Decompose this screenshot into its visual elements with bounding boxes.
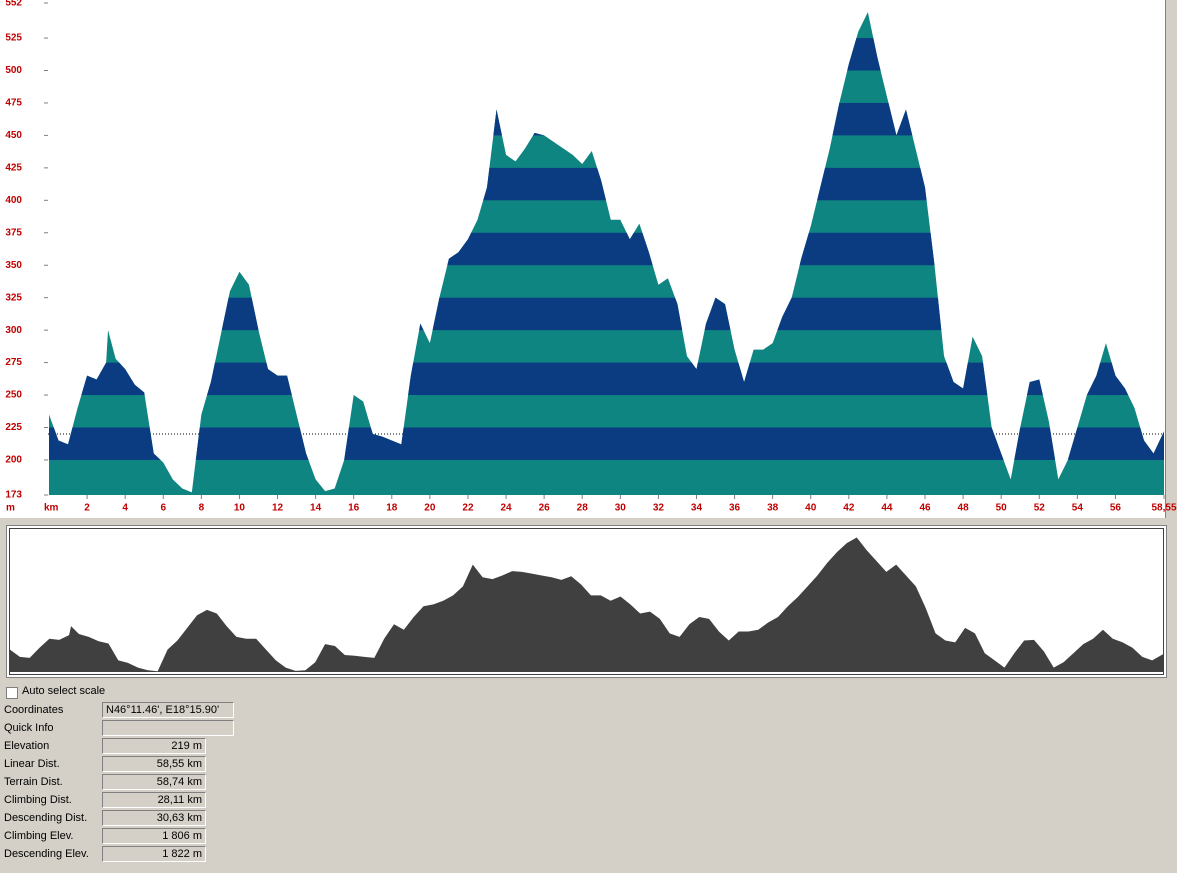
x-tick-label: 20	[424, 503, 436, 514]
x-tick-label: 12	[272, 503, 284, 514]
x-tick-label: 30	[615, 503, 627, 514]
x-tick-label: 4	[122, 503, 128, 514]
y-tick-label: 275	[5, 357, 22, 368]
x-tick-label: 50	[996, 503, 1008, 514]
field-value: 219 m	[102, 738, 206, 754]
x-tick-label: 8	[199, 503, 205, 514]
x-tick-label: 56	[1110, 503, 1122, 514]
x-tick-label: 40	[805, 503, 817, 514]
x-tick-label: 6	[160, 503, 166, 514]
field-label: Descending Dist.	[4, 812, 88, 824]
field-value: 1 822 m	[102, 846, 206, 862]
y-tick-label: 300	[5, 325, 22, 336]
x-tick-label: 10	[234, 503, 246, 514]
y-tick-label: 250	[5, 390, 22, 401]
x-tick-label: 38	[767, 503, 779, 514]
y-tick-label: 225	[5, 422, 22, 433]
field-value: 30,63 km	[102, 810, 206, 826]
x-tick-label: 46	[919, 503, 931, 514]
field-value: 28,11 km	[102, 792, 206, 808]
field-value: 58,55 km	[102, 756, 206, 772]
y-tick-label: 425	[5, 163, 22, 174]
y-tick-label: 200	[5, 455, 22, 466]
y-tick-label: 325	[5, 292, 22, 303]
x-tick-label: 26	[539, 503, 551, 514]
overview-inner	[9, 528, 1164, 675]
y-tick-label: 500	[5, 65, 22, 76]
stripe	[49, 362, 1164, 396]
elevation-chart: m km 17320022525027530032535037540042545…	[0, 0, 1177, 678]
field-value: N46°11.46', E18°15.90'	[102, 702, 234, 718]
x-tick-label: 48	[958, 503, 970, 514]
y-tick-label: 173	[5, 490, 22, 501]
checkbox[interactable]	[6, 687, 18, 699]
checkbox-label[interactable]: Auto select scale	[22, 685, 106, 697]
x-tick-label: 44	[881, 503, 893, 514]
y-tick-label: 450	[5, 130, 22, 141]
x-tick-label: 2	[84, 503, 90, 514]
x-tick-label: 34	[691, 503, 703, 514]
field-value: 1 806 m	[102, 828, 206, 844]
info-panel: Auto select scale Coordinates N46°11.46',…	[0, 682, 1177, 873]
field-label: Coordinates	[4, 704, 64, 716]
x-tick-label: 18	[386, 503, 398, 514]
x-tick-label: 16	[348, 503, 360, 514]
overview-area	[10, 537, 1163, 672]
field-value: 58,74 km	[102, 774, 206, 790]
y-tick-label: 475	[5, 98, 22, 109]
x-tick-label: 32	[653, 503, 665, 514]
x-axis-label: km	[44, 503, 59, 514]
splitter	[0, 519, 1177, 523]
field-label: Linear Dist.	[4, 758, 60, 770]
x-tick-label: 14	[310, 503, 322, 514]
y-tick-label: 552	[5, 0, 22, 9]
stripe	[49, 427, 1164, 460]
y-tick-label: 375	[5, 227, 22, 238]
x-tick-label: 22	[462, 503, 474, 514]
x-tick-label: 28	[577, 503, 589, 514]
field-label: Quick Info	[4, 722, 54, 734]
field-label: Elevation	[4, 740, 50, 752]
x-tick-label: 52	[1034, 503, 1046, 514]
x-tick-label: 42	[843, 503, 855, 514]
x-tick-label: 24	[500, 503, 512, 514]
x-tick-label: 54	[1072, 503, 1084, 514]
field-label: Descending Elev.	[4, 848, 89, 860]
y-tick-label: 350	[5, 260, 22, 271]
y-axis-label: m	[6, 503, 15, 514]
field-label: Climbing Dist.	[4, 794, 72, 806]
x-tick-label: 36	[729, 503, 741, 514]
field-label: Terrain Dist.	[4, 776, 63, 788]
field-label: Climbing Elev.	[4, 830, 74, 842]
y-tick-label: 400	[5, 195, 22, 206]
field-value	[102, 720, 234, 736]
x-tick-label: 58,55	[1151, 503, 1176, 514]
y-tick-label: 525	[5, 33, 22, 44]
